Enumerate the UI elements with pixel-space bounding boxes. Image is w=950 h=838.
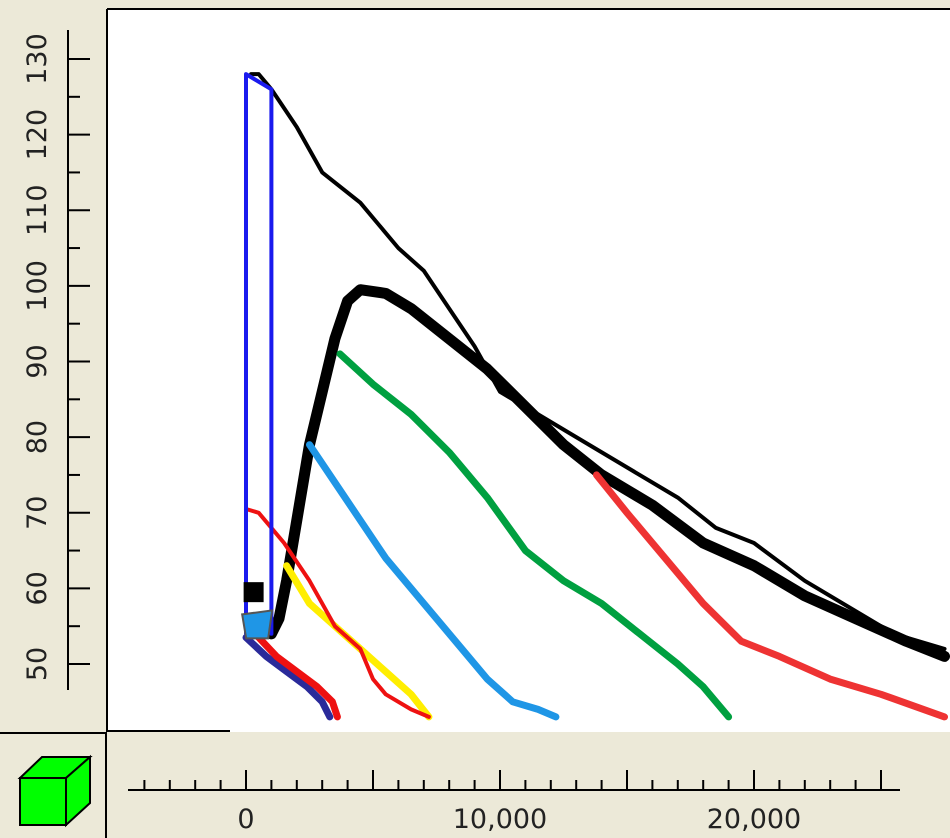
y-tick-label: 110: [22, 184, 53, 236]
series-line-8: [242, 634, 334, 721]
series-line-5: [593, 471, 948, 721]
y-tick-label: 60: [22, 571, 53, 605]
x-axis: 0 10,000 20,000: [128, 770, 900, 835]
marker-square-1: [243, 582, 264, 603]
series-layer: [242, 72, 950, 721]
series-line-9: [255, 634, 341, 721]
x-tick-label: 20,000: [707, 804, 801, 835]
x-tick-label: 0: [237, 804, 254, 835]
marker-cup-2: [241, 609, 274, 640]
series-line-1: [249, 72, 947, 651]
y-tick-label: 90: [22, 344, 53, 378]
y-tick-label: 80: [22, 420, 53, 454]
series-line-2: [265, 284, 950, 662]
series-line-3: [336, 350, 733, 721]
series-line-10: [244, 72, 274, 636]
green-cube-icon[interactable]: [17, 754, 93, 828]
y-tick-label: 70: [22, 496, 53, 530]
marker-layer: [241, 582, 274, 640]
series-line-4: [306, 441, 560, 721]
y-tick-label: 50: [22, 647, 53, 681]
plot-area: [107, 9, 950, 732]
y-tick-label: 120: [22, 109, 53, 161]
x-tick-label: 10,000: [453, 804, 547, 835]
y-tick-label: 130: [22, 33, 53, 85]
y-axis: 50 60 70 80 90 100 110 120 130: [22, 30, 90, 690]
y-tick-label: 100: [22, 260, 53, 312]
